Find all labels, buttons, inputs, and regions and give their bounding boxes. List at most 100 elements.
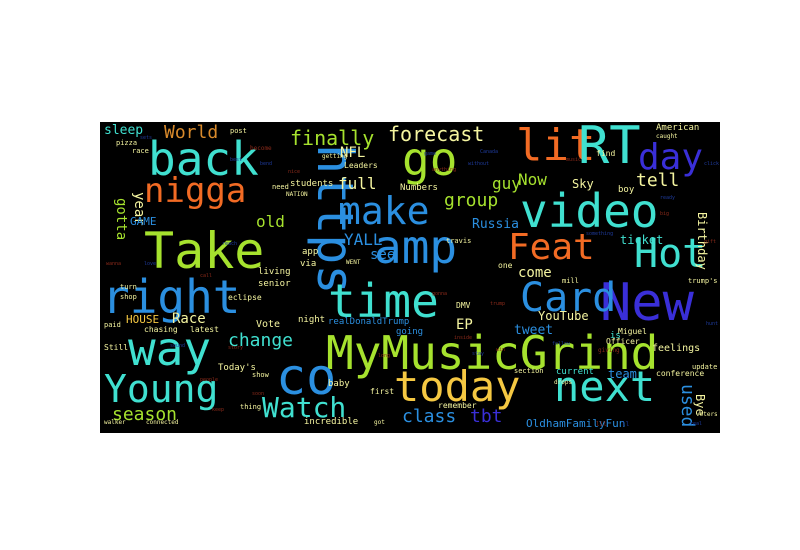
word-tell: tell xyxy=(636,170,680,191)
word-mill: mill xyxy=(562,277,579,285)
word-night: night xyxy=(298,315,326,325)
word-ready: ready xyxy=(660,195,676,201)
word-stay: stay xyxy=(472,351,485,357)
word-canada: Canada xyxy=(480,149,499,155)
word-see: see xyxy=(370,247,396,263)
word-voters: voters xyxy=(696,411,718,418)
word-nation: NATION xyxy=(286,191,308,198)
word-walker: walker xyxy=(104,419,126,426)
word-paid: paid xyxy=(104,321,121,329)
word-pizza: pizza xyxy=(116,139,138,147)
word-card: Card xyxy=(520,275,617,321)
word-ep: EP xyxy=(456,317,473,333)
word-group: group xyxy=(444,190,499,211)
word-officer: Officer xyxy=(606,337,640,346)
word-used: used xyxy=(677,384,698,428)
word-incredible: incredible xyxy=(304,417,359,427)
word-first: first xyxy=(370,387,395,396)
word-nfl: NFL xyxy=(340,145,366,161)
word-big: big xyxy=(660,211,670,217)
word-tbt: tbt xyxy=(470,406,503,427)
word-still: Still xyxy=(104,343,129,352)
word-co: co xyxy=(276,348,337,406)
word-call: call xyxy=(200,273,213,279)
word-new: New xyxy=(600,273,694,333)
word-game: GAME xyxy=(130,215,157,228)
word-music: music xyxy=(566,157,582,163)
word-ticket: ticket xyxy=(620,233,664,247)
word-long: long xyxy=(378,353,391,359)
word-keep: keep xyxy=(212,407,225,413)
word-dmv: DMV xyxy=(456,301,471,310)
word-youtube: YouTube xyxy=(538,309,589,323)
word-next: next xyxy=(554,362,656,411)
word-remember: remember xyxy=(438,401,477,410)
word-win: win xyxy=(496,347,506,353)
word-year: year xyxy=(131,192,147,226)
word-reach: reach xyxy=(222,241,238,247)
word-getting: getting xyxy=(322,153,348,160)
word-gift: gift xyxy=(704,239,717,245)
word-best: best xyxy=(230,157,243,163)
word-went: WENT xyxy=(346,259,361,266)
word-https: https xyxy=(306,144,364,295)
word-travis: travis xyxy=(446,237,472,245)
word-finally: finally xyxy=(290,126,375,150)
word-leaders: Leaders xyxy=(344,161,378,170)
word-tweet: tweet xyxy=(514,323,554,338)
word-way: way xyxy=(128,322,212,376)
word-caught: caught xyxy=(656,133,678,140)
word-app: app xyxy=(302,247,319,257)
word-senior: senior xyxy=(258,279,291,289)
word-birthday: Birthday xyxy=(695,212,709,270)
word-race2: race xyxy=(132,147,149,155)
word-day: day xyxy=(638,137,704,178)
word-yall: YALL xyxy=(344,230,383,249)
word-come: come xyxy=(518,265,552,281)
word-vote: Vote xyxy=(256,319,281,330)
word-inside: inside xyxy=(454,335,473,341)
word-connected: connected xyxy=(146,419,179,426)
word-boy: boy xyxy=(618,185,635,195)
word-back: back xyxy=(148,132,259,186)
word-nigga: nigga xyxy=(144,171,247,211)
word-anything: anything xyxy=(432,167,457,173)
word-real: real xyxy=(690,421,703,427)
word-video: video xyxy=(520,184,659,238)
word-make: make xyxy=(338,189,430,233)
word-chasing: chasing xyxy=(144,325,178,334)
word-young: Young xyxy=(104,367,219,411)
word-bend: bend xyxy=(260,161,273,167)
word-realdonaldtrump: realDonaldTrump xyxy=(328,317,410,327)
word-race: Race xyxy=(172,311,206,327)
word-sky: Sky xyxy=(572,177,594,191)
word-students: students xyxy=(290,179,334,189)
word-ll: ll xyxy=(622,421,630,428)
word-feat: Feat xyxy=(508,227,595,268)
word-show: show xyxy=(252,371,269,379)
word-team: team xyxy=(608,367,637,381)
word-turn: turn xyxy=(120,283,137,291)
word-trump: trump xyxy=(490,301,506,307)
word-change: change xyxy=(228,330,294,351)
word-wanna: wanna xyxy=(106,261,122,267)
word-latest: latest xyxy=(190,325,219,334)
word-sets: sets xyxy=(140,135,153,141)
word-eclipse: eclipse xyxy=(228,293,262,302)
word-one: one xyxy=(498,261,513,270)
word-gotta: gotta xyxy=(113,198,129,241)
word-via: via xyxy=(300,259,317,269)
word-click: click xyxy=(704,161,720,167)
word-full: full xyxy=(338,174,377,193)
word-need: need xyxy=(272,183,289,191)
word-russia: Russia xyxy=(472,217,519,232)
word-update: update xyxy=(692,363,718,371)
word-shop: shop xyxy=(120,293,137,301)
word-drops: drops xyxy=(554,379,573,386)
word-without: without xyxy=(468,161,490,167)
word-sleep: sleep xyxy=(104,123,144,138)
word-going: going xyxy=(396,327,424,337)
word-numbers: Numbers xyxy=(400,183,438,193)
word-story: story xyxy=(228,345,244,351)
word-world: World xyxy=(164,122,219,143)
